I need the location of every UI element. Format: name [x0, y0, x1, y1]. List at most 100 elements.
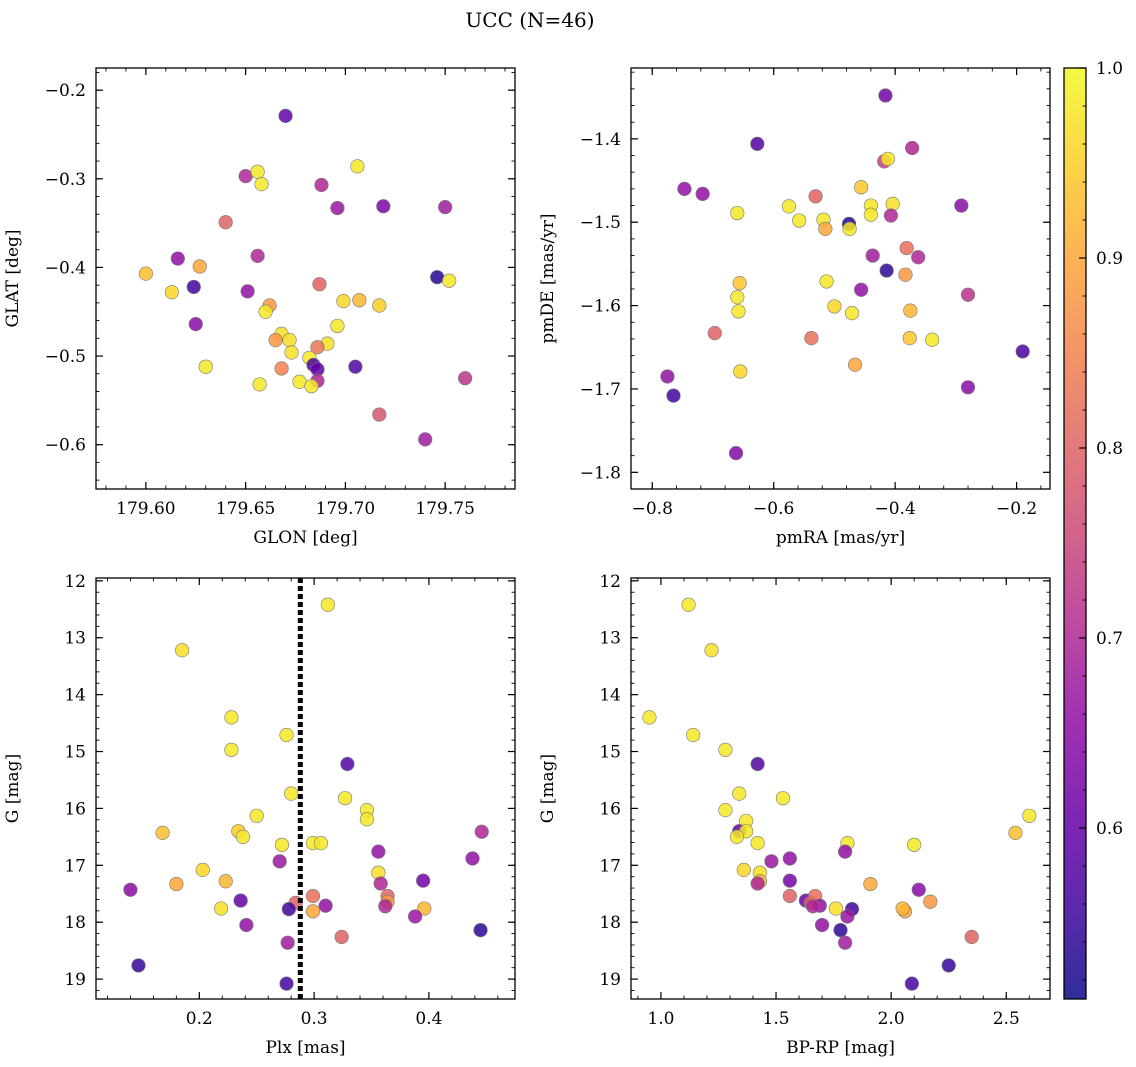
- x-tick-label: 179.60: [116, 499, 175, 519]
- scatter-point: [334, 929, 349, 945]
- scatter-point: [838, 935, 853, 950]
- scatter-point: [1015, 344, 1030, 359]
- scatter-point: [378, 899, 393, 914]
- scatter-point: [704, 643, 719, 658]
- colorbar: 0.6 0.7 0.8 0.9 1.0: [1063, 59, 1123, 1000]
- scatter-point: [224, 710, 239, 725]
- x-tick-label: 0.2: [186, 1009, 213, 1029]
- scatter-point: [792, 213, 807, 228]
- scatter-point: [895, 901, 910, 916]
- y-tick-label: −0.2: [45, 81, 86, 101]
- x-axis-label: GLON [deg]: [253, 528, 357, 548]
- x-tick-label: 179.70: [316, 499, 375, 519]
- y-axis-label: G [mag]: [538, 754, 558, 823]
- scatter-point: [905, 140, 920, 156]
- scatter-point: [348, 359, 363, 374]
- y-tick-label: 12: [599, 572, 621, 592]
- scatter-point: [960, 287, 976, 302]
- scatter-point: [305, 904, 321, 919]
- scatter-point: [828, 901, 843, 916]
- x-axis-label: BP-RP [mag]: [786, 1038, 895, 1058]
- scatter-point: [642, 710, 657, 725]
- panel-2: −0.8 −0.6 −0.4 −0.2 −1.8 −1.7 −1.6 −1.5 −1.4 pmRA…: [538, 67, 1051, 548]
- scatter-point: [373, 876, 388, 891]
- scatter-point: [686, 727, 701, 743]
- scatter-point: [733, 364, 748, 379]
- scatter-point: [827, 299, 842, 314]
- scatter-point: [268, 332, 283, 348]
- y-axis-label: GLAT [deg]: [3, 229, 23, 327]
- scatter-point: [272, 854, 287, 869]
- scatter-point: [844, 305, 860, 321]
- scatter-point: [814, 917, 830, 933]
- scatter-point: [458, 371, 473, 386]
- scatter-point: [1008, 825, 1023, 840]
- colorbar-tick-label: 0.7: [1096, 629, 1123, 649]
- x-axis-label: pmRA [mas/yr]: [776, 528, 905, 548]
- scatter-point: [838, 844, 853, 859]
- scatter-point: [731, 304, 746, 319]
- scatter-point: [318, 898, 333, 913]
- y-tick-label: 19: [64, 970, 86, 990]
- y-tick-label: −1.4: [580, 130, 621, 150]
- x-tick-label: 1.0: [647, 1009, 674, 1029]
- scatter-point: [750, 876, 765, 891]
- scatter-point: [314, 177, 329, 193]
- colorbar-tick-label: 0.9: [1096, 249, 1123, 269]
- scatter-point: [707, 326, 722, 341]
- scatter-point: [819, 274, 834, 289]
- scatter-point: [250, 164, 265, 179]
- x-tick-label: 179.65: [216, 499, 275, 519]
- x-tick-label: 0.3: [301, 1009, 328, 1029]
- scatter-point: [666, 388, 681, 403]
- y-tick-label: 13: [64, 629, 86, 649]
- scatter-point: [904, 976, 919, 991]
- scatter-point: [473, 923, 488, 938]
- scatter-points: [123, 597, 489, 991]
- scatter-point: [430, 270, 445, 285]
- y-tick-label: 14: [599, 686, 621, 706]
- scatter-point: [695, 186, 710, 201]
- scatter-point: [305, 888, 321, 904]
- scatter-point: [164, 285, 179, 300]
- scatter-point: [320, 597, 335, 612]
- x-tick-label: −0.6: [753, 499, 794, 519]
- scatter-point: [198, 359, 213, 374]
- y-tick-label: −0.5: [45, 347, 86, 367]
- scatter-point: [730, 290, 745, 305]
- scatter-point: [911, 250, 926, 265]
- x-tick-label: 1.5: [763, 1009, 790, 1029]
- scatter-point: [833, 923, 848, 938]
- scatter-point: [677, 181, 692, 196]
- y-tick-label: 17: [64, 856, 86, 876]
- x-tick-label: 179.75: [415, 499, 474, 519]
- scatter-point: [376, 199, 391, 214]
- scatter-point: [750, 756, 765, 772]
- axes-frame: [630, 577, 1051, 1000]
- scatter-point: [902, 331, 917, 346]
- y-tick-label: 18: [599, 913, 621, 933]
- scatter-point: [186, 279, 201, 295]
- scatter-point: [729, 829, 745, 844]
- scatter-point: [736, 862, 751, 877]
- y-tick-label: 15: [64, 743, 86, 763]
- scatter-point: [218, 874, 233, 889]
- scatter-point: [274, 837, 290, 852]
- scatter-point: [732, 786, 747, 801]
- scatter-point: [304, 379, 319, 394]
- scatter-point: [681, 597, 696, 612]
- scatter-point: [964, 929, 979, 945]
- scatter-point: [417, 901, 432, 916]
- scatter-point: [138, 266, 153, 281]
- axes-frame: [630, 67, 1051, 490]
- y-axis-label: G [mag]: [3, 754, 23, 823]
- scatter-point: [310, 340, 325, 355]
- scatter-point: [336, 294, 351, 309]
- scatter-point: [169, 876, 184, 892]
- scatter-point: [732, 275, 747, 291]
- scatter-point: [854, 180, 869, 195]
- scatter-point: [330, 200, 345, 216]
- scatter-point: [941, 958, 956, 973]
- scatter-point: [238, 169, 253, 184]
- scatter-point: [960, 380, 976, 395]
